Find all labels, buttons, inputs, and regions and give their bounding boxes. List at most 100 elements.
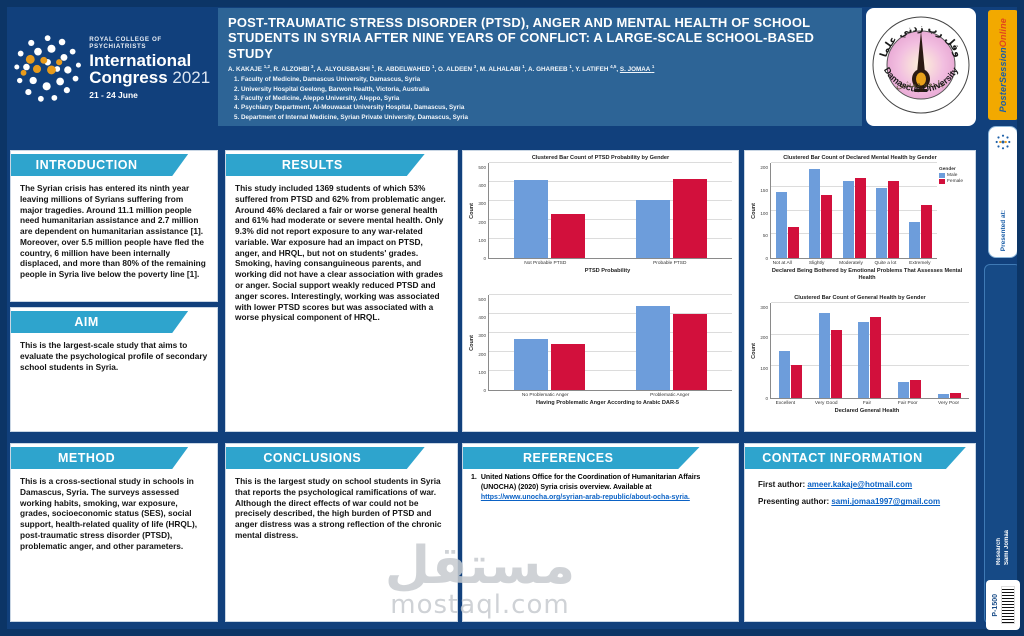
- bar-male: [514, 338, 549, 390]
- reference-item: 1. United Nations Office for the Coordin…: [463, 469, 738, 503]
- results-panel: RESULTS This study included 1369 student…: [225, 150, 458, 432]
- poster-code: P-1500: [991, 593, 999, 617]
- bar-male: [635, 306, 670, 390]
- reference-link[interactable]: https://www.unocha.org/syrian-arab-repub…: [480, 494, 690, 502]
- method-body: This is a cross-sectional study in schoo…: [20, 476, 198, 551]
- introduction-body: The Syrian crisis has entered its ninth …: [20, 183, 206, 280]
- chart-mental-health: Clustered Bar Count of Declared Mental H…: [751, 155, 969, 291]
- university-logo-card: وقل رب زدني علما جامعة دمشق Damascus Uni…: [866, 8, 976, 126]
- aim-body: This is the largest-scale study that aim…: [20, 340, 208, 372]
- research-tag: Research Sami Jomaa: [996, 530, 1010, 565]
- contact-panel: CONTACT INFORMATION First author: ameer.…: [744, 443, 976, 622]
- bar-male: [809, 169, 821, 258]
- research-label: Research: [995, 537, 1002, 565]
- conclusions-body: This is the largest study on school stud…: [235, 476, 442, 540]
- affiliation-list: 1. Faculty of Medicine, Damascus Univers…: [228, 75, 852, 122]
- presenting-author-email[interactable]: sami.jomaa1997@gmail.com: [831, 497, 941, 507]
- chart-x-axis-label: Having Problematic Anger According to Ar…: [536, 400, 679, 406]
- chart-plot-area: [770, 302, 969, 399]
- bar-group: [890, 303, 930, 398]
- bar-group: [489, 295, 611, 390]
- first-author-row: First author: ameer.kakaje@hotmail.com: [758, 480, 962, 490]
- author: A. GHAREEB 1: [528, 63, 572, 74]
- chart-general-health: Clustered Bar Count of General Health by…: [751, 295, 969, 431]
- bar-male: [898, 382, 910, 398]
- author: O. ALDEEN 3: [437, 63, 477, 74]
- chart-x-axis-label: Declared Being Bothered by Emotional Pro…: [771, 268, 963, 281]
- affiliation-item: 4. Psychiatry Department, Al-Mouwasat Un…: [234, 104, 465, 112]
- bar-group: [489, 163, 611, 258]
- bar-male: [514, 180, 549, 258]
- right-rail-panel: Research Sami Jomaa: [984, 264, 1021, 624]
- bar-male: [858, 322, 870, 398]
- poster-title: POST-TRAUMATIC STRESS DISORDER (PTSD), A…: [228, 15, 815, 61]
- damascus-university-seal: وقل رب زدني علما جامعة دمشق Damascus Uni…: [872, 16, 970, 114]
- presented-at-card: Presented at:: [988, 126, 1018, 258]
- conclusions-header: CONCLUSIONS: [226, 447, 425, 469]
- chart-y-ticks: 300 200 100 0: [760, 305, 768, 401]
- author: Y. LATIFEH 4,5: [575, 63, 617, 74]
- bar-group: [904, 163, 937, 258]
- bar-female: [788, 227, 800, 258]
- aim-panel: AIM This is the largest-scale study that…: [10, 307, 218, 432]
- method-header: METHOD: [11, 447, 189, 469]
- bar-female: [854, 178, 866, 258]
- charts-panel-middle: Clustered Bar Count of PTSD Probability …: [462, 150, 739, 432]
- author: R. ALZOHBI 3: [273, 63, 314, 74]
- affiliation-item: 5. Department of Internal Medicine, Syri…: [234, 113, 469, 121]
- congress-logo: ROYAL COLLEGE OF PSYCHIATRISTS Internati…: [12, 14, 216, 122]
- author: R. ABDELWAHED 1: [377, 63, 435, 74]
- chart-title: Clustered Bar Count of General Health by…: [794, 295, 926, 301]
- reference-number: 1.: [471, 474, 477, 481]
- conclusions-panel: CONCLUSIONS This is the largest study on…: [225, 443, 458, 622]
- bar-female: [870, 317, 882, 398]
- chart-x-axis-label: PTSD Probability: [584, 268, 631, 274]
- reference-text: United Nations Office for the Coordinati…: [480, 474, 701, 492]
- references-panel: REFERENCES 1. United Nations Office for …: [462, 443, 739, 622]
- bar-group: [929, 303, 969, 398]
- bar-group: [611, 163, 733, 258]
- references-header: REFERENCES: [463, 447, 700, 469]
- chart-plot-area: [488, 162, 733, 259]
- bar-female: [920, 204, 932, 258]
- congress-year: 2021: [172, 67, 211, 87]
- bar-group: [850, 303, 890, 398]
- bar-male: [776, 191, 788, 258]
- bar-group: [811, 303, 851, 398]
- affiliation-item: 2. University Hospital Geelong, Barwon H…: [234, 85, 430, 93]
- chart-x-ticks: No Problematic Anger Problematic Anger: [521, 393, 690, 398]
- bar-female: [830, 329, 842, 398]
- bar-group: [771, 303, 811, 398]
- bar-male: [779, 351, 791, 398]
- chart-x-ticks: Not at All Slightly Moderately Quite a lot E…: [772, 261, 931, 266]
- method-panel: METHOD This is a cross-sectional study i…: [10, 443, 218, 622]
- aim-header: AIM: [11, 311, 189, 333]
- bar-group: [837, 163, 870, 258]
- bar-female: [672, 314, 707, 390]
- chart-plot-area: [770, 162, 937, 259]
- introduction-header: INTRODUCTION: [11, 154, 189, 176]
- chart-x-ticks: Not Probable PTSD Probable PTSD: [524, 261, 687, 266]
- author: M. ALHALABI 1: [479, 63, 525, 74]
- chart-plot-area: [488, 294, 732, 391]
- poster-session-online-badge: PosterSessionOnline: [988, 10, 1018, 120]
- chart-y-ticks: 500 400 300 200 100 0: [478, 165, 486, 261]
- author-line: A. KAKAJE 1,2, R. ALZOHBI 3, A. ALYOUSBA…: [228, 63, 655, 74]
- introduction-panel: INTRODUCTION The Syrian crisis has enter…: [10, 150, 218, 302]
- mini-congress-logo-icon: [995, 134, 1011, 150]
- affiliation-item: 3. Faculty of Medicine, Aleppo Universit…: [234, 94, 400, 102]
- chart-x-axis-label: Declared General Health: [834, 408, 900, 414]
- charts-panel-right: Clustered Bar Count of Declared Mental H…: [744, 150, 976, 432]
- dotted-globe-icon: [14, 35, 81, 102]
- bar-group: [771, 163, 804, 258]
- results-body: This study included 1369 students of whi…: [235, 183, 446, 323]
- chart-problematic-anger: Count 500 400 300 200 100 0 No Problematic Ange…: [469, 294, 732, 431]
- bar-female: [551, 214, 586, 258]
- bar-male: [908, 222, 920, 258]
- congress-line2: Congress 2021: [89, 67, 211, 87]
- presenting-author-label: Presenting author:: [758, 497, 830, 507]
- first-author-email[interactable]: ameer.kakaje@hotmail.com: [807, 480, 913, 489]
- bar-female: [551, 344, 586, 390]
- bar-male: [818, 313, 830, 398]
